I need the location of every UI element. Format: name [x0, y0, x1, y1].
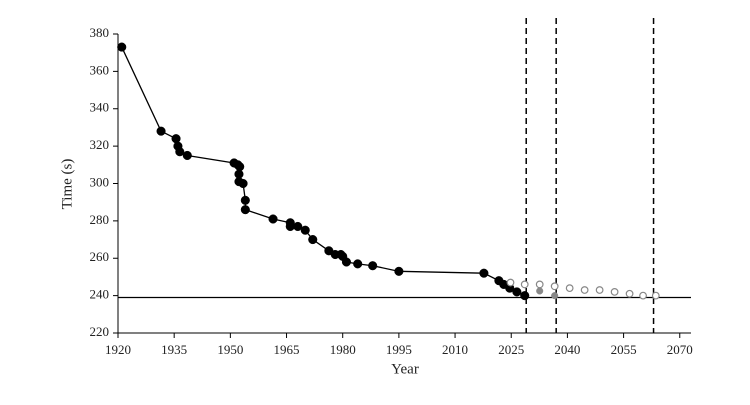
- data-point: [610, 287, 619, 296]
- data-point: [512, 287, 522, 297]
- data-point: [268, 214, 278, 224]
- data-point: [550, 282, 559, 291]
- x-tick-label: 1965: [274, 342, 300, 357]
- data-point: [175, 147, 185, 157]
- data-point: [117, 42, 127, 52]
- x-tick-label: 2055: [611, 342, 637, 357]
- data-point: [341, 257, 352, 267]
- x-tick-label: 1920: [105, 342, 131, 357]
- x-tick-label: 2070: [667, 342, 693, 357]
- x-tick-label: 1935: [161, 342, 187, 357]
- x-tick-label: 1950: [217, 342, 243, 357]
- y-tick-label: 360: [90, 62, 110, 77]
- y-tick-label: 340: [90, 100, 110, 115]
- data-point: [551, 292, 559, 300]
- data-point: [536, 287, 544, 295]
- data-point: [651, 291, 660, 300]
- series-line: [121, 46, 525, 297]
- y-tick-label: 260: [90, 249, 110, 264]
- data-point: [639, 291, 647, 300]
- x-axis-label: Year: [391, 361, 419, 377]
- y-tick-label: 380: [90, 25, 110, 40]
- data-point: [565, 284, 574, 293]
- data-point: [394, 266, 404, 276]
- data-point: [308, 235, 318, 245]
- y-tick-label: 320: [90, 137, 110, 152]
- y-tick-label: 240: [90, 287, 110, 302]
- data-point: [479, 268, 489, 278]
- data-point: [238, 178, 248, 189]
- data-point: [182, 150, 192, 161]
- data-point: [240, 205, 250, 215]
- x-tick-label: 1995: [386, 342, 412, 357]
- data-point: [580, 286, 589, 294]
- x-tick-label: 2025: [498, 342, 524, 357]
- data-point: [353, 259, 363, 269]
- data-point: [293, 221, 303, 232]
- data-point: [520, 291, 530, 301]
- data-point: [240, 195, 250, 205]
- data-point: [156, 126, 166, 136]
- y-tick-label: 300: [90, 174, 110, 189]
- data-point: [535, 280, 544, 289]
- x-tick-label: 2040: [554, 342, 580, 357]
- data-point: [300, 225, 310, 235]
- y-axis-label: Time (s): [59, 159, 75, 210]
- data-point: [595, 286, 604, 294]
- x-tick-label: 2010: [442, 342, 468, 357]
- data-point: [506, 278, 515, 287]
- data-point: [171, 134, 181, 144]
- x-tick-label: 1980: [330, 342, 356, 357]
- y-tick-label: 280: [90, 212, 110, 227]
- data-point: [625, 289, 634, 298]
- y-tick-label: 220: [90, 324, 110, 339]
- data-point: [368, 261, 378, 271]
- data-point: [520, 280, 529, 289]
